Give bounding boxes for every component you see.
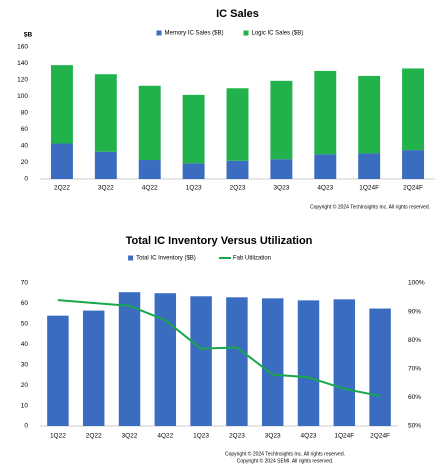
y-tick-label: 0: [24, 423, 28, 430]
y-tick-label: 60: [21, 126, 29, 133]
x-tick-label: 2Q22: [86, 433, 102, 440]
chart-title: IC Sales: [216, 8, 259, 20]
y-tick-label: 10: [21, 402, 29, 409]
legend-label: Memory IC Sales ($B): [165, 31, 224, 37]
y-tick-label: 0: [24, 176, 28, 183]
bar: [50, 143, 73, 179]
bar: [314, 70, 337, 155]
y-tick-label: 20: [21, 382, 29, 389]
x-tick-label: 4Q23: [301, 433, 317, 440]
y-tick-label: 120: [17, 77, 28, 84]
y-tick-label: 40: [21, 143, 29, 150]
x-tick-label: 1Q22: [50, 433, 66, 440]
y-tick-label: 40: [21, 341, 29, 348]
bar: [333, 299, 356, 426]
y2-tick-label: 90%: [408, 308, 421, 315]
bar: [47, 315, 69, 426]
y-tick-label: 60: [21, 300, 29, 307]
y-tick-label: 100: [17, 93, 28, 100]
utilization-line: [57, 299, 381, 397]
bar: [270, 159, 293, 179]
bar: [358, 75, 381, 154]
x-tick-label: 2Q23: [230, 185, 246, 192]
x-tick-label: 2Q23: [229, 433, 245, 440]
x-tick-label: 1Q23: [193, 433, 209, 440]
bar: [314, 154, 337, 179]
bar: [358, 153, 381, 179]
bar: [226, 160, 249, 179]
copyright: Copyright © 2024 TechInsights Inc. All r…: [225, 450, 345, 457]
bar: [402, 150, 425, 179]
legend-marker: [243, 30, 249, 36]
bar: [402, 68, 425, 151]
legend-label: Fab Utilization: [233, 256, 271, 262]
bar: [226, 88, 249, 161]
x-tick-label: 3Q23: [265, 433, 281, 440]
bar: [94, 151, 117, 179]
x-tick-label: 2Q24F: [370, 433, 390, 440]
legend-marker: [128, 255, 134, 261]
bar: [154, 293, 177, 426]
x-tick-label: 1Q23: [186, 185, 202, 192]
y2-tick-label: 70%: [408, 366, 421, 373]
bar: [261, 298, 284, 426]
y-tick-label: 70: [21, 280, 29, 287]
x-tick-label: 1Q24F: [334, 433, 354, 440]
x-tick-label: 4Q22: [142, 185, 158, 192]
bar: [369, 308, 391, 426]
bar: [138, 85, 161, 161]
x-tick-label: 1Q24F: [359, 185, 379, 192]
copyright: Copyright © 2024 SEMI. All rights reserv…: [237, 457, 334, 464]
bar: [94, 74, 117, 152]
y2-tick-label: 50%: [408, 423, 421, 430]
x-tick-label: 3Q23: [273, 185, 289, 192]
bar: [297, 300, 320, 426]
y2-tick-label: 60%: [408, 394, 421, 401]
bar: [82, 310, 105, 426]
y-tick-label: 80: [21, 110, 29, 117]
x-tick-label: 2Q24F: [403, 185, 423, 192]
y-tick-label: 160: [17, 44, 28, 51]
copyright: Copyright © 2024 TechInsights Inc. All r…: [310, 203, 430, 210]
bar: [50, 65, 73, 144]
y-axis-label: $B: [24, 32, 33, 39]
x-tick-label: 3Q22: [122, 433, 138, 440]
bar: [182, 94, 205, 164]
bar: [190, 296, 212, 426]
chart-title: Total IC Inventory Versus Utilization: [126, 235, 313, 247]
y-tick-label: 140: [17, 60, 28, 67]
legend-label: Logic IC Sales ($B): [252, 31, 304, 37]
bar: [182, 163, 205, 179]
x-tick-label: 2Q22: [54, 185, 70, 192]
x-tick-label: 3Q22: [98, 185, 114, 192]
bar: [118, 292, 141, 426]
bar: [270, 80, 293, 160]
y-tick-label: 20: [21, 159, 29, 166]
x-tick-label: 4Q22: [157, 433, 173, 440]
legend-marker: [156, 30, 162, 36]
y2-tick-label: 80%: [408, 337, 421, 344]
x-tick-label: 4Q23: [317, 185, 333, 192]
y-tick-label: 30: [21, 361, 29, 368]
y2-tick-label: 100%: [408, 280, 425, 287]
y-tick-label: 50: [21, 321, 29, 328]
bar: [138, 160, 161, 179]
legend-label: Total IC Inventory ($B): [136, 256, 196, 262]
bar: [226, 297, 248, 426]
